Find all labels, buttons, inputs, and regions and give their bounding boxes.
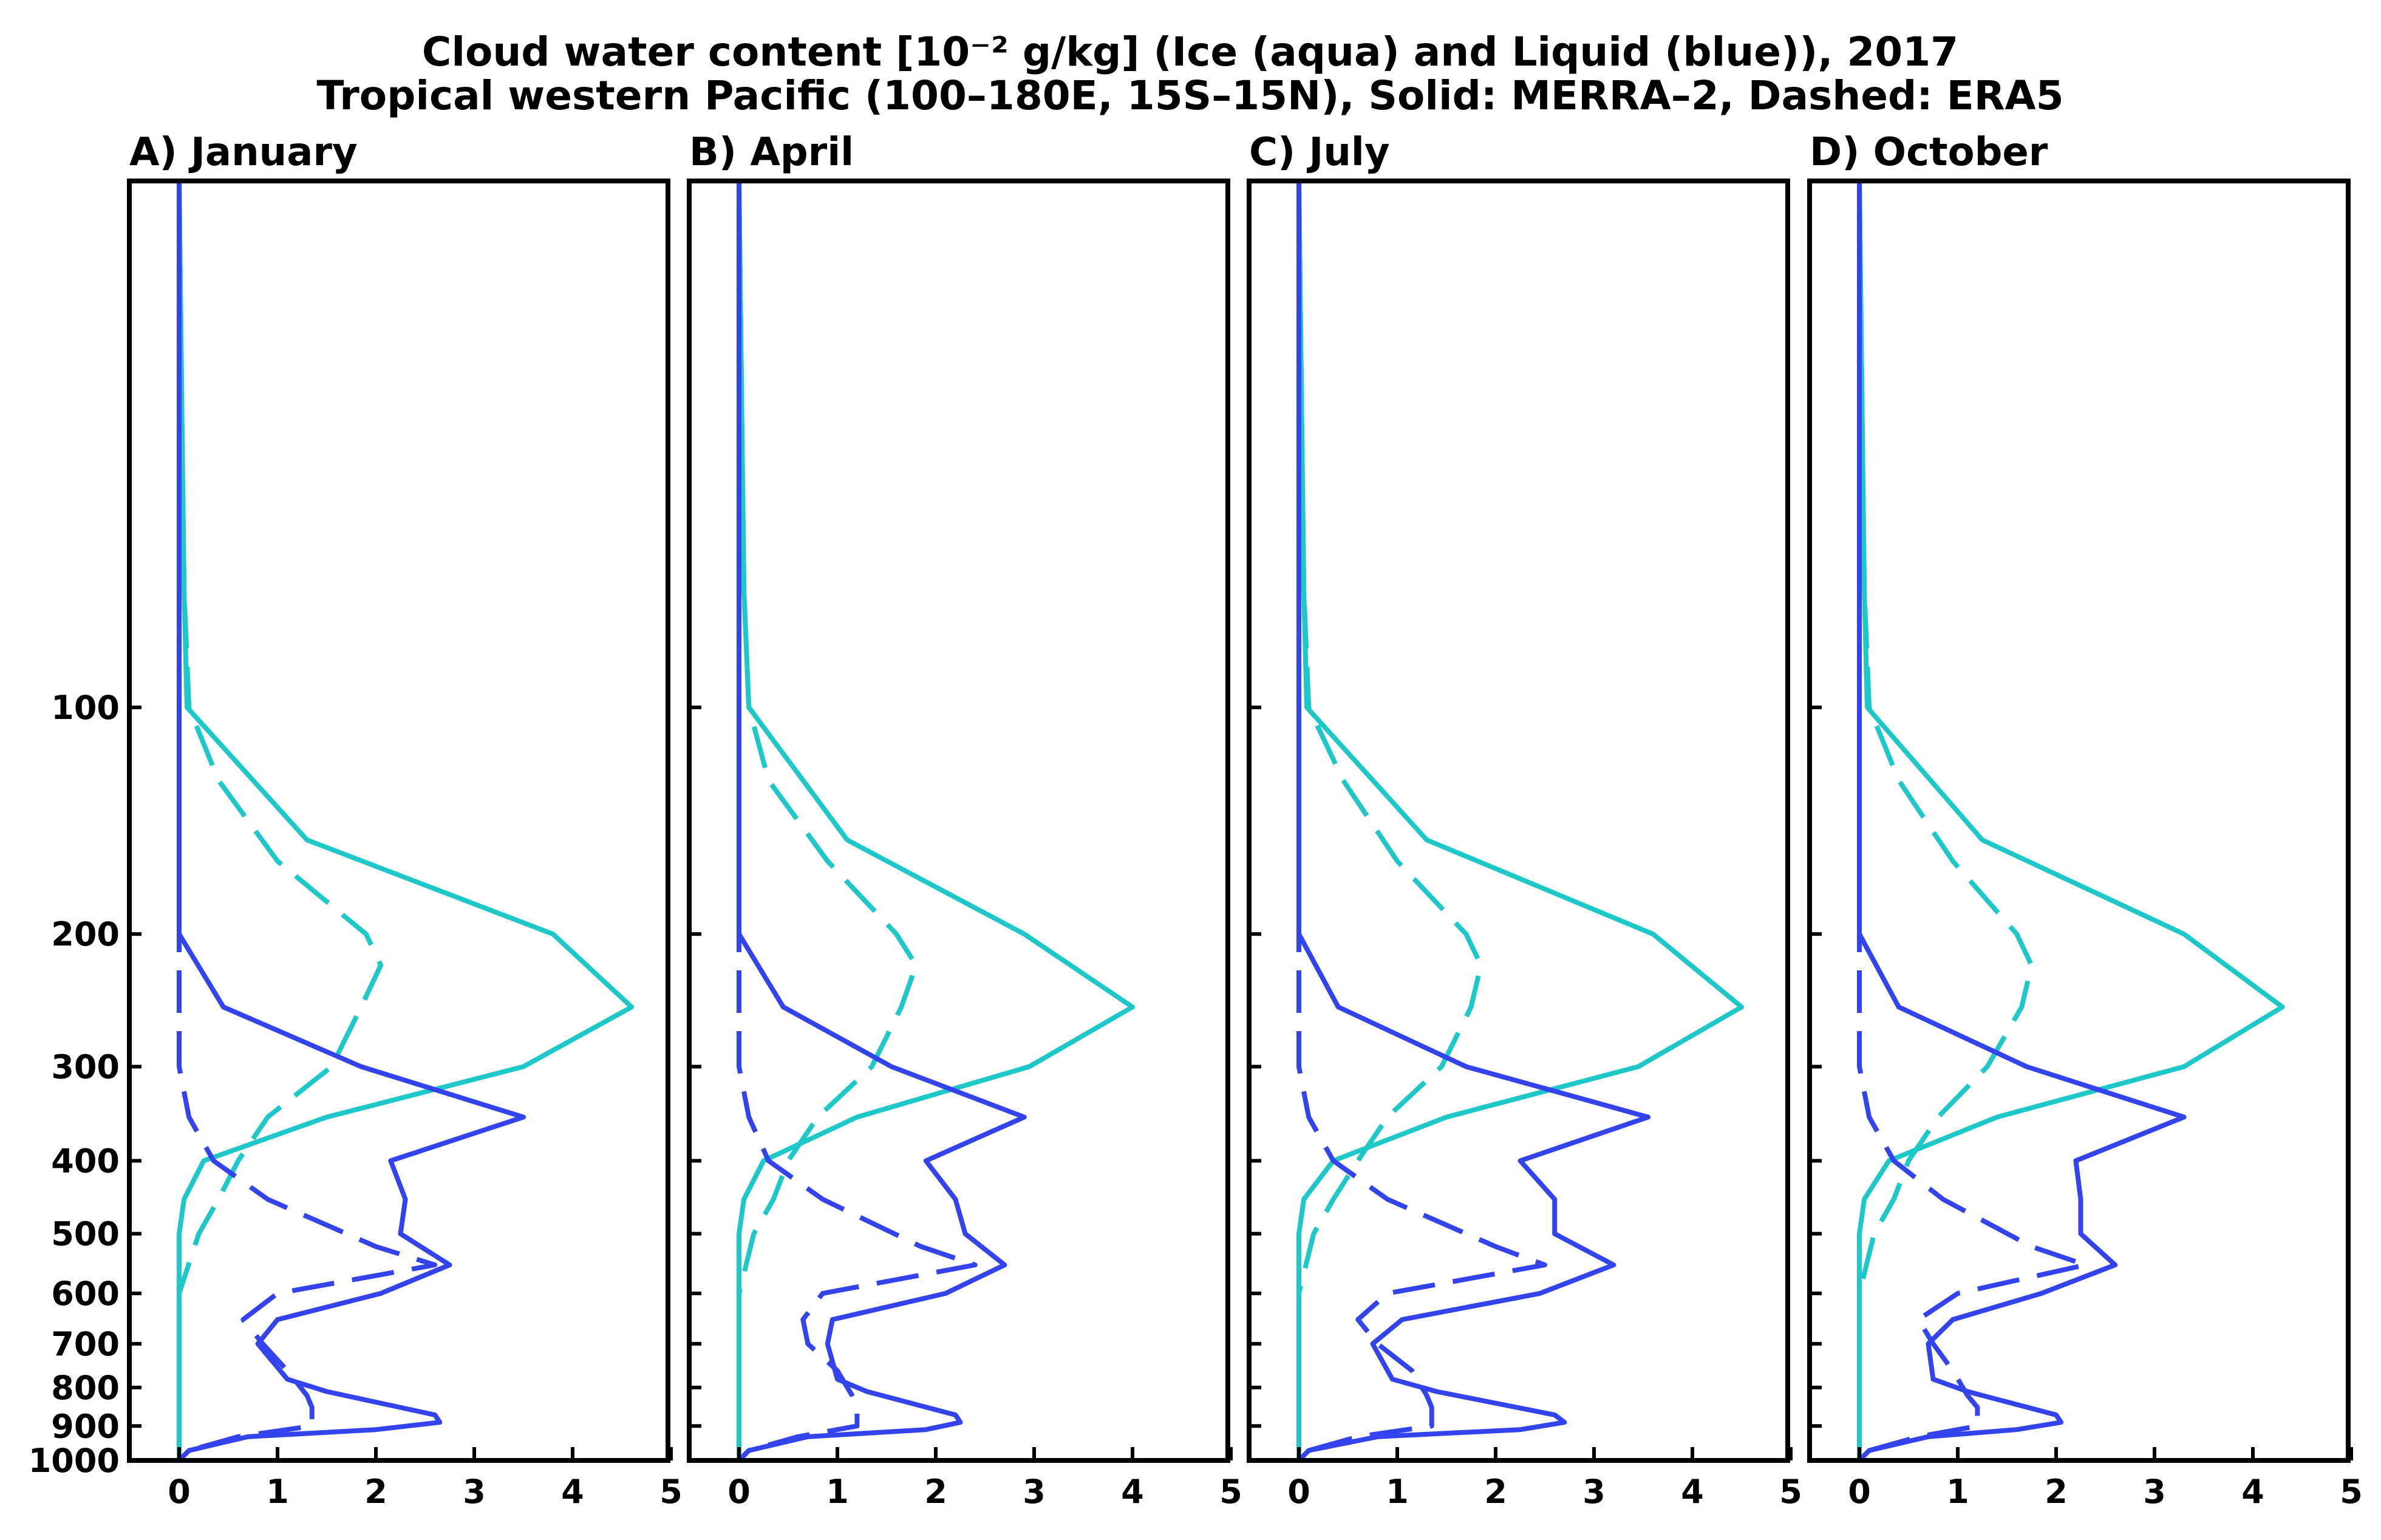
- x-tick-label: 5: [2340, 1473, 2363, 1511]
- series-ice-era5-panel-4: [1857, 180, 2034, 1294]
- x-tick-label: 5: [659, 1473, 683, 1511]
- y-tick-label: 200: [51, 915, 120, 953]
- x-tick-label: 3: [463, 1473, 486, 1511]
- y-tick-label: 900: [51, 1407, 120, 1445]
- series-ice-merra2-panel-1: [177, 180, 635, 1460]
- series-liquid-era5-panel-3: [1296, 181, 1547, 1462]
- panel-1: A) January 0 1 2 3 4 5 100 200 300 400 500 600 700 800…: [29, 130, 683, 1511]
- series-liquid-merra2-panel-1: [177, 181, 526, 1462]
- y-tick-label: 600: [51, 1275, 120, 1313]
- y-tick-label: 800: [51, 1369, 120, 1407]
- x-tick-label: 5: [1779, 1473, 1802, 1511]
- panel-title-3: C) July: [1249, 130, 1390, 175]
- x-tick-label: 0: [1848, 1473, 1871, 1511]
- x-tick-label: 5: [1219, 1473, 1242, 1511]
- x-tick-label: 0: [1287, 1473, 1310, 1511]
- panel-title-1: A) January: [129, 130, 358, 175]
- x-tick-label: 4: [1681, 1473, 1704, 1511]
- panel-title-4: D) October: [1810, 130, 2048, 175]
- x-tick-label: 2: [924, 1473, 947, 1511]
- x-tick-label: 2: [1484, 1473, 1507, 1511]
- series-liquid-merra2-panel-3: [1296, 181, 1651, 1462]
- y-tick-label: 500: [51, 1215, 120, 1253]
- series-ice-era5-panel-1: [177, 180, 384, 1295]
- x-tick-label: 0: [168, 1473, 191, 1511]
- panel-frame-3: [1247, 179, 1790, 1463]
- series-ice-era5-panel-3: [1296, 180, 1483, 1294]
- panel-frame-2: [687, 179, 1230, 1463]
- y-tick-label: 700: [51, 1325, 120, 1363]
- series-liquid-era5-panel-1: [177, 181, 438, 1462]
- panel-3: C) July 0 1 2 3 4 5: [1247, 130, 1802, 1511]
- panel-frame-1: [127, 179, 670, 1463]
- x-tick-label: 1: [266, 1473, 289, 1511]
- panel-2: B) April 0 1 2 3 4 5: [687, 130, 1242, 1511]
- y-tick-label: 1000: [29, 1442, 120, 1480]
- x-tick-label: 4: [2241, 1473, 2264, 1511]
- chart-title-line2: Tropical western Pacific (100–180E, 15S–…: [316, 72, 2063, 119]
- panel-4: D) October 0 1 2 3 4 5: [1807, 130, 2363, 1511]
- panel-title-2: B) April: [689, 130, 854, 175]
- chart-title-line1: Cloud water content [10⁻² g/kg] (Ice (aq…: [422, 29, 1958, 75]
- series-ice-era5-panel-2: [737, 180, 919, 1294]
- x-tick-label: 1: [1946, 1473, 1969, 1511]
- y-tick-label: 400: [51, 1142, 120, 1180]
- y-tick-label: 300: [51, 1048, 120, 1086]
- x-tick-label: 1: [1386, 1473, 1409, 1511]
- series-liquid-era5-panel-4: [1857, 181, 2088, 1462]
- x-tick-label: 3: [1582, 1473, 1606, 1511]
- x-tick-label: 4: [561, 1473, 584, 1511]
- panel-frame-4: [1807, 179, 2351, 1463]
- x-tick-label: 2: [364, 1473, 387, 1511]
- x-tick-label: 3: [1023, 1473, 1046, 1511]
- series-liquid-merra2-panel-2: [737, 181, 1027, 1462]
- series-liquid-merra2-panel-4: [1857, 181, 2187, 1462]
- x-tick-label: 2: [2045, 1473, 2068, 1511]
- x-tick-label: 4: [1121, 1473, 1144, 1511]
- x-tick-label: 0: [727, 1473, 751, 1511]
- x-tick-label: 3: [2143, 1473, 2166, 1511]
- x-tick-label: 1: [826, 1473, 849, 1511]
- series-liquid-era5-panel-2: [737, 181, 978, 1462]
- y-tick-label: 100: [51, 689, 120, 727]
- series-ice-merra2-panel-2: [737, 180, 1135, 1460]
